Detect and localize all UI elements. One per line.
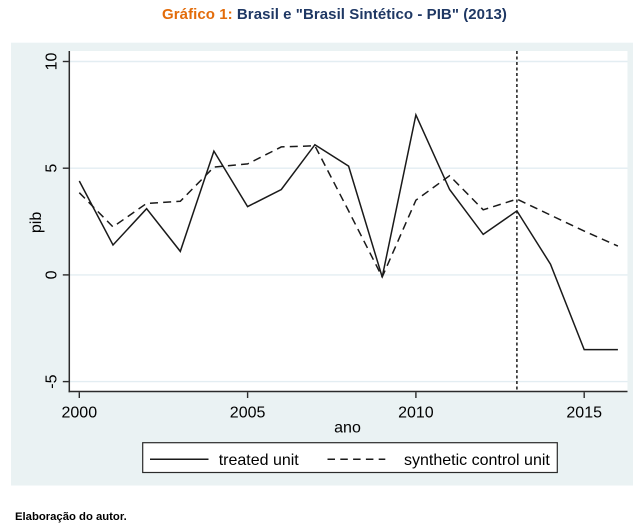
- svg-text:ano: ano: [334, 420, 361, 437]
- svg-text:2015: 2015: [566, 404, 602, 421]
- svg-text:2010: 2010: [398, 404, 434, 421]
- svg-text:pib: pib: [28, 212, 45, 233]
- svg-text:10: 10: [44, 53, 61, 71]
- svg-text:treated unit: treated unit: [219, 452, 300, 469]
- svg-text:0: 0: [44, 270, 61, 279]
- svg-text:synthetic control unit: synthetic control unit: [404, 452, 550, 469]
- svg-text:2000: 2000: [62, 404, 98, 421]
- svg-text:2005: 2005: [230, 404, 266, 421]
- svg-text:-5: -5: [44, 374, 61, 388]
- svg-text:5: 5: [44, 164, 61, 173]
